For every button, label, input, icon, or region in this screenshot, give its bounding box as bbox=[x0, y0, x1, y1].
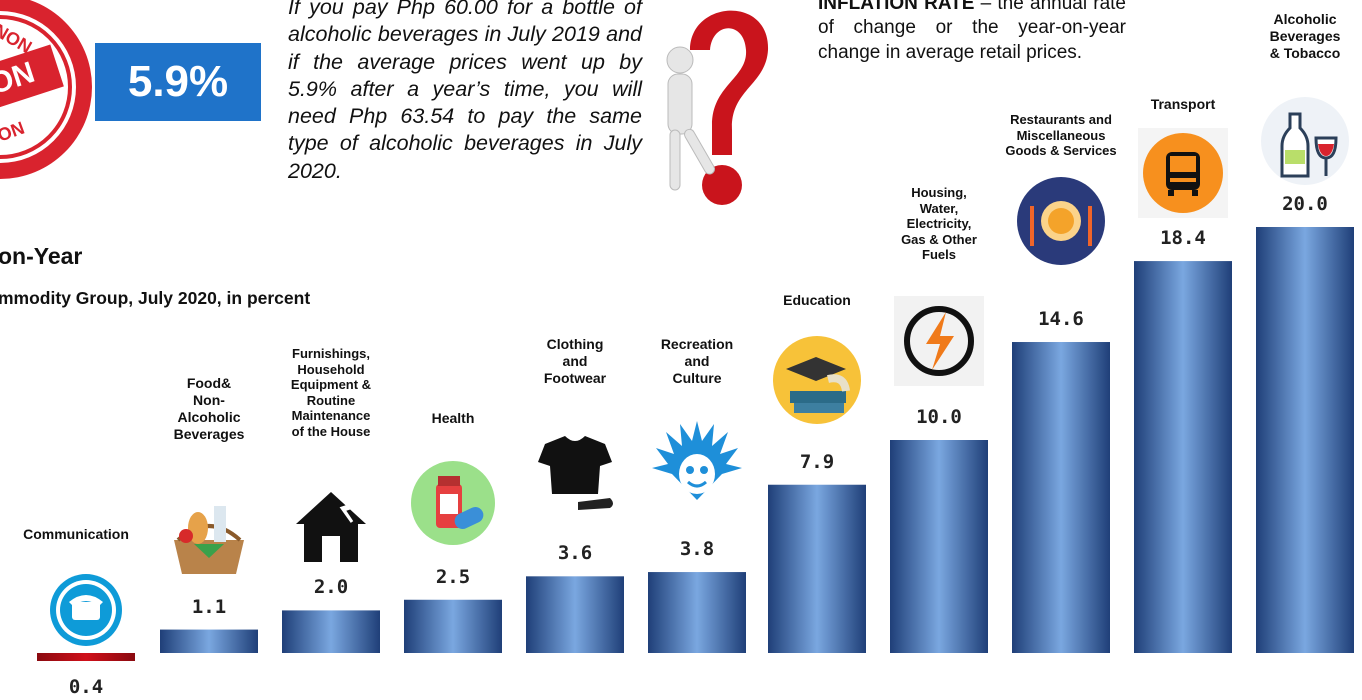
value-label-5: 3.8 bbox=[679, 538, 715, 561]
value-label-4: 3.6 bbox=[557, 542, 593, 565]
bar-0 bbox=[37, 653, 135, 661]
bar-10 bbox=[1256, 227, 1354, 653]
bar-9 bbox=[1134, 261, 1232, 653]
value-label-9: 18.4 bbox=[1160, 227, 1206, 250]
definition-term: INFLATION RATE bbox=[818, 0, 975, 14]
definition-dash: – the bbox=[974, 0, 1024, 14]
wine-bottle-glass-icon bbox=[1260, 96, 1350, 186]
category-label-7: Housing, Water, Electricity, Gas & Other… bbox=[901, 185, 977, 262]
bar-6 bbox=[768, 484, 866, 653]
inflation-definition: INFLATION RATE – the annual rate of chan… bbox=[818, 0, 1126, 65]
mask-icon bbox=[652, 416, 742, 506]
bar-3 bbox=[404, 599, 502, 653]
question-mark-figure-icon bbox=[666, 10, 769, 205]
bus-icon bbox=[1138, 128, 1228, 218]
value-label-0: 0.4 bbox=[68, 676, 104, 698]
category-label-4: Clothing and Footwear bbox=[543, 336, 607, 386]
inflation-rate-badge: 5.9% bbox=[95, 43, 261, 121]
category-label-10: Alcoholic Beverages & Tobacco bbox=[1269, 11, 1341, 61]
category-label-2: Furnishings, Household Equipment & Routi… bbox=[290, 346, 372, 439]
dining-plate-icon bbox=[1016, 176, 1106, 266]
category-label-1: Food& Non- Alcoholic Beverages bbox=[173, 375, 245, 442]
bar-7 bbox=[890, 440, 988, 653]
electricity-icon bbox=[894, 296, 984, 386]
bar-5 bbox=[648, 572, 746, 653]
value-label-1: 1.1 bbox=[191, 595, 227, 618]
value-label-7: 10.0 bbox=[916, 406, 962, 428]
value-label-3: 2.5 bbox=[435, 565, 471, 588]
value-label-2: 2.0 bbox=[313, 576, 349, 599]
chart-subtitle: mmodity Group, July 2020, in percent bbox=[0, 288, 311, 308]
definition-text: annual rate of change or the year-on-yea… bbox=[818, 0, 1126, 63]
bar-2 bbox=[282, 610, 380, 653]
category-label-9: Transport bbox=[1150, 96, 1216, 112]
value-label-10: 20.0 bbox=[1282, 193, 1328, 215]
category-label-6: Education bbox=[783, 292, 851, 308]
category-label-3: Health bbox=[431, 410, 475, 426]
house-repair-icon bbox=[286, 478, 376, 568]
category-label-5: Recreation and Culture bbox=[660, 336, 734, 386]
graduation-books-icon bbox=[772, 335, 862, 425]
bar-8 bbox=[1012, 342, 1110, 653]
shirt-shoe-icon bbox=[530, 424, 620, 514]
chart-title: on-Year bbox=[0, 243, 83, 269]
bar-1 bbox=[160, 629, 258, 653]
grocery-basket-icon bbox=[164, 492, 254, 582]
category-label-0: Communication bbox=[23, 526, 129, 542]
bar-4 bbox=[526, 576, 624, 653]
example-text: If you pay Php 60.00 for a bottle of alc… bbox=[288, 0, 642, 183]
category-label-8: Restaurants and Miscellaneous Goods & Se… bbox=[1005, 112, 1117, 158]
value-label-6: 7.9 bbox=[799, 450, 835, 473]
inflation-stamp-icon: TION NON ATION bbox=[0, 0, 92, 179]
telephone-icon bbox=[41, 560, 131, 650]
medicine-icon bbox=[408, 458, 498, 548]
value-label-8: 14.6 bbox=[1038, 308, 1084, 331]
